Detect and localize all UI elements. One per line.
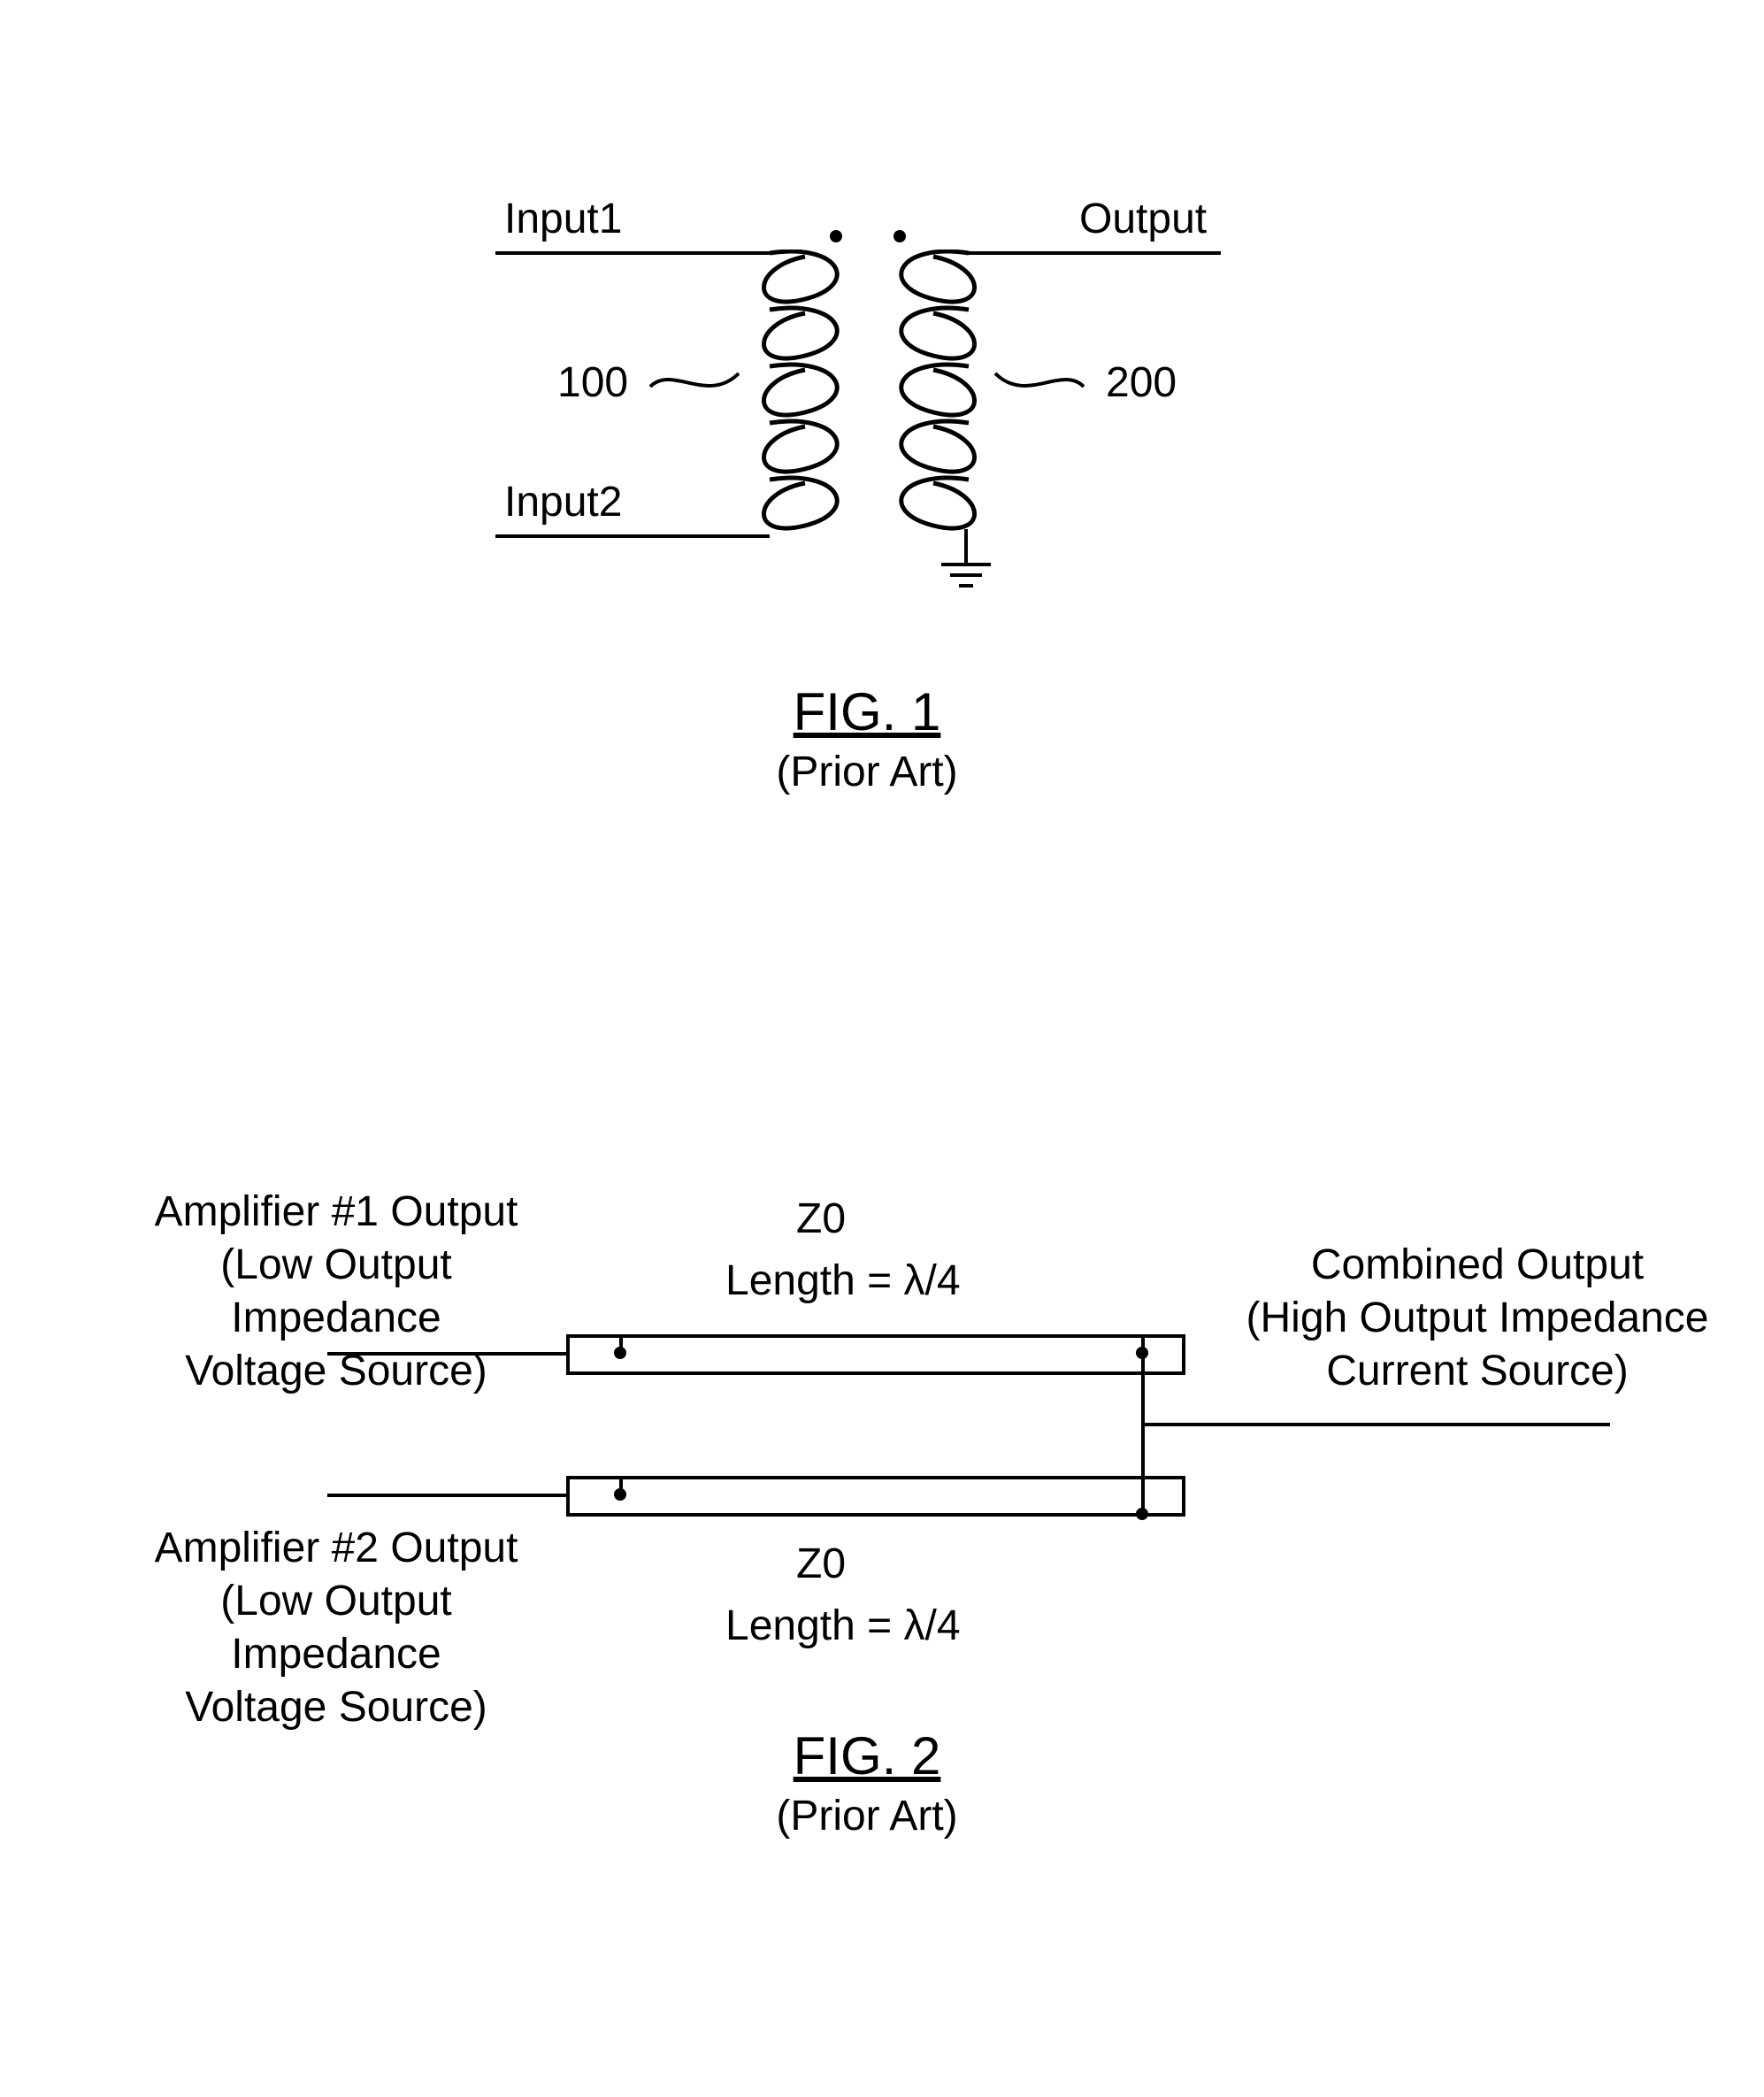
fig1-input1-label: Input1 xyxy=(504,195,622,243)
fig1-secondary-coil xyxy=(885,250,982,568)
fig2-amp2-label: Amplifier #2 Output (Low Output Impedanc… xyxy=(115,1522,557,1734)
fig1-primary-coil xyxy=(756,250,854,542)
fig1-title-block: FIG. 1 (Prior Art) xyxy=(734,681,1000,796)
fig2-tline-bottom xyxy=(566,1476,1185,1517)
fig2-amp2-text: Amplifier #2 Output (Low Output Impedanc… xyxy=(115,1522,557,1734)
fig1-subtitle: (Prior Art) xyxy=(734,748,1000,796)
fig1-output-line xyxy=(964,251,1221,255)
fig2-lead-output xyxy=(1141,1423,1610,1426)
fig1-ref-200-leader xyxy=(991,356,1088,400)
page: Input1 Output Input2 xyxy=(0,0,1764,2097)
fig2-lead-amp1 xyxy=(327,1352,566,1356)
fig1-input1-line xyxy=(495,251,770,255)
fig2-length-top: Length = λ/4 xyxy=(725,1256,961,1305)
fig2-z0-top: Z0 xyxy=(796,1194,846,1243)
fig1-ref-100-leader xyxy=(646,356,743,400)
fig1-ref-100: 100 xyxy=(557,358,628,407)
fig1-ground-icon xyxy=(938,561,994,593)
fig1-title: FIG. 1 xyxy=(734,681,1000,742)
fig1-ref-200: 200 xyxy=(1106,358,1177,407)
fig2-subtitle: (Prior Art) xyxy=(734,1792,1000,1840)
fig2-amp1-text: Amplifier #1 Output (Low Output Impedanc… xyxy=(115,1186,557,1398)
fig2-z0-bottom: Z0 xyxy=(796,1540,846,1588)
fig2-length-bottom: Length = λ/4 xyxy=(725,1602,961,1650)
fig1-input2-line xyxy=(495,534,770,538)
fig2-combined-label: Combined Output (High Output Impedance C… xyxy=(1230,1239,1725,1398)
fig2-title: FIG. 2 xyxy=(734,1725,1000,1786)
fig2-amp1-label: Amplifier #1 Output (Low Output Impedanc… xyxy=(115,1186,557,1398)
fig1-input2-label: Input2 xyxy=(504,478,622,526)
fig1-ground-stem xyxy=(964,529,968,565)
fig2-join-vertical xyxy=(1141,1352,1145,1517)
fig1-output-label: Output xyxy=(1079,195,1207,243)
fig2-title-block: FIG. 2 (Prior Art) xyxy=(734,1725,1000,1840)
fig1-dot-secondary xyxy=(894,230,906,242)
fig2-tap-bottom-right xyxy=(1141,1495,1145,1517)
fig2-dot-bottom-left xyxy=(614,1488,626,1501)
fig1-dot-primary xyxy=(830,230,842,242)
fig2-tline-top xyxy=(566,1334,1185,1375)
fig2-dot-top-left xyxy=(614,1347,626,1359)
fig2-lead-amp2 xyxy=(327,1494,566,1497)
fig2-combined-text: Combined Output (High Output Impedance C… xyxy=(1230,1239,1725,1398)
